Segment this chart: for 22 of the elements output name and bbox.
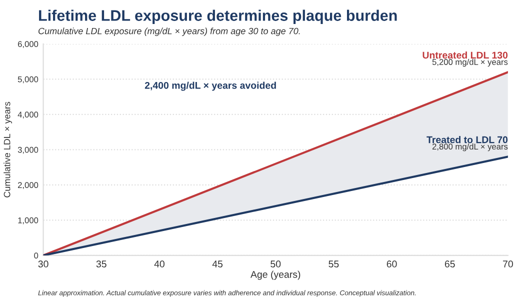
chart-subtitle: Cumulative LDL exposure (mg/dL × years) from age 30 to age 70. (38, 28, 300, 36)
y-tick-label: 1,000 (18, 217, 38, 224)
x-axis-title: Age (years) (250, 270, 300, 280)
x-tick-label: 60 (386, 260, 397, 268)
y-tick-label: 2,000 (18, 182, 38, 190)
y-tick-label: 3,000 (18, 146, 38, 154)
y-axis-title: Cumulative LDL × years (4, 102, 12, 198)
series-label: Untreated LDL 130 (422, 51, 508, 59)
y-tick-label: 6,000 (18, 41, 38, 48)
x-tick-label: 70 (503, 260, 513, 268)
y-tick-label: 0 (34, 252, 38, 259)
x-tick-label: 35 (96, 260, 106, 268)
x-tick-label: 45 (212, 260, 223, 268)
x-tick-label: 30 (38, 260, 48, 268)
x-tick-label: 50 (270, 260, 281, 268)
chart-title: Lifetime LDL exposure determines plaque burden (39, 10, 397, 24)
annotation: 5,200 mg/dL × years (432, 58, 508, 67)
y-tick-label: 4,000 (18, 112, 38, 119)
x-tick-label: 65 (444, 260, 455, 268)
x-tick-label: 40 (154, 260, 164, 268)
y-tick-label: 5,000 (18, 76, 38, 84)
x-tick-label: 55 (328, 260, 339, 268)
